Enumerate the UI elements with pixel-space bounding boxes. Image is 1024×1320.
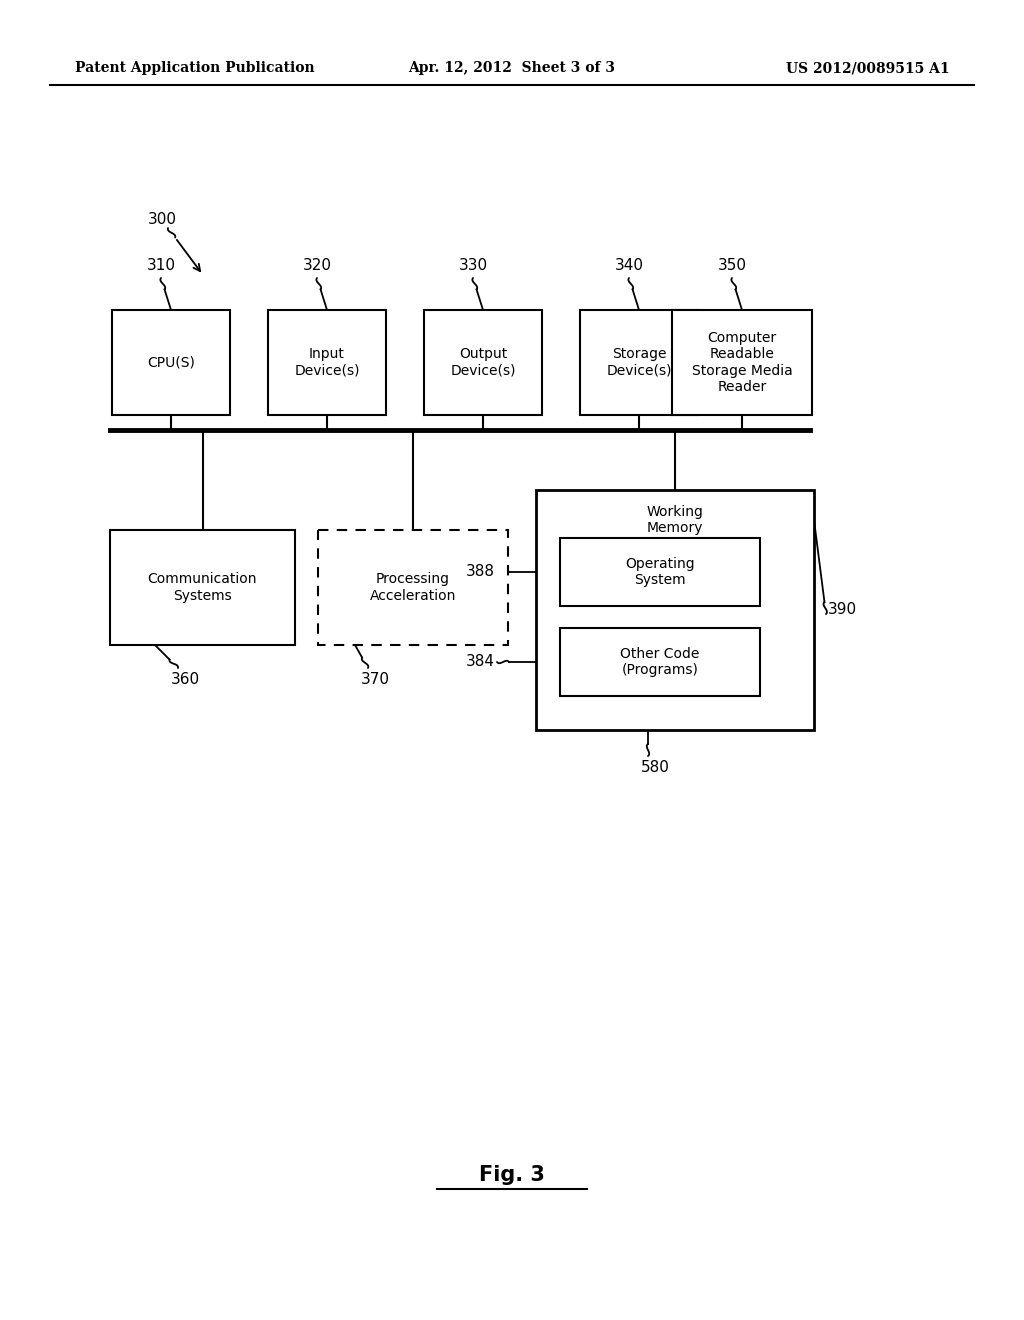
Text: 360: 360: [170, 672, 200, 686]
Text: 340: 340: [614, 257, 643, 273]
Bar: [318, 531, 508, 645]
Text: US 2012/0089515 A1: US 2012/0089515 A1: [786, 61, 950, 75]
Text: Computer
Readable
Storage Media
Reader: Computer Readable Storage Media Reader: [691, 331, 793, 393]
Bar: [672, 310, 812, 414]
Text: Storage
Device(s): Storage Device(s): [606, 347, 672, 378]
Text: 350: 350: [718, 257, 746, 273]
Text: Working
Memory: Working Memory: [646, 504, 703, 535]
Bar: [560, 628, 760, 696]
Bar: [268, 310, 386, 414]
Text: Patent Application Publication: Patent Application Publication: [75, 61, 314, 75]
Text: 580: 580: [641, 760, 670, 775]
Text: 384: 384: [466, 655, 495, 669]
Text: 320: 320: [302, 257, 332, 273]
Bar: [424, 310, 542, 414]
Text: CPU(S): CPU(S): [147, 355, 195, 370]
Text: Operating
System: Operating System: [626, 557, 695, 587]
Text: Communication
Systems: Communication Systems: [147, 573, 257, 603]
Text: 390: 390: [828, 602, 857, 618]
Bar: [110, 531, 295, 645]
Text: 310: 310: [146, 257, 175, 273]
Text: Input
Device(s): Input Device(s): [294, 347, 359, 378]
Text: Other Code
(Programs): Other Code (Programs): [621, 647, 699, 677]
Text: Fig. 3: Fig. 3: [479, 1166, 545, 1185]
Bar: [580, 310, 698, 414]
Text: 300: 300: [148, 213, 177, 227]
Text: Apr. 12, 2012  Sheet 3 of 3: Apr. 12, 2012 Sheet 3 of 3: [409, 61, 615, 75]
Text: Output
Device(s): Output Device(s): [451, 347, 516, 378]
Bar: [112, 310, 230, 414]
Bar: [536, 490, 814, 730]
Text: 330: 330: [459, 257, 487, 273]
Text: 370: 370: [360, 672, 389, 686]
Bar: [560, 539, 760, 606]
Text: Processing
Acceleration: Processing Acceleration: [370, 573, 456, 603]
Text: 388: 388: [466, 565, 495, 579]
